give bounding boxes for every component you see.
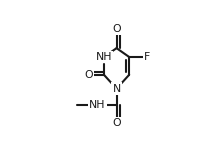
Text: NH: NH bbox=[89, 100, 106, 110]
Text: O: O bbox=[112, 118, 121, 128]
Text: N: N bbox=[112, 84, 121, 94]
Text: O: O bbox=[112, 24, 121, 34]
Text: NH: NH bbox=[96, 52, 112, 62]
Text: O: O bbox=[84, 70, 93, 80]
Text: F: F bbox=[144, 52, 150, 62]
